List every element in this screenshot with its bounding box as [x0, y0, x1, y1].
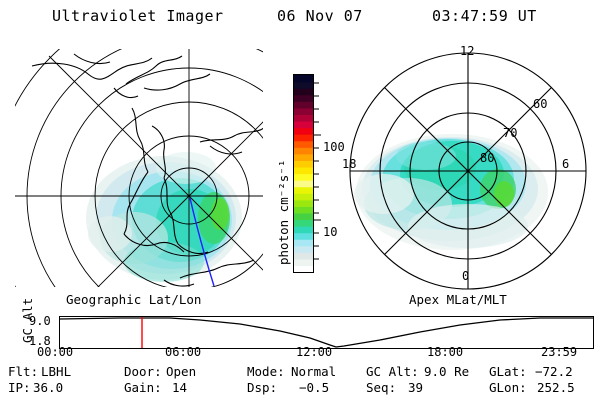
mlat-label-80: 80 — [480, 151, 495, 165]
terminator-line — [189, 197, 215, 287]
left-panel-title: Geographic Lat/Lon — [66, 292, 202, 307]
status-seq-value: 39 — [408, 380, 424, 395]
colorbar-gradient — [294, 75, 313, 273]
status-gain-label: Gain: — [124, 380, 162, 395]
aurora-emission-magnetic — [354, 134, 548, 250]
status-door-label: Door: — [124, 364, 162, 379]
colorbar-tick-10: 10 — [323, 225, 338, 239]
status-glon-label: GLon: — [489, 380, 527, 395]
mlat-label-70: 70 — [503, 126, 518, 140]
status-door-value: Open — [166, 364, 197, 379]
orbit-y-tick-min: 1.8 — [29, 334, 51, 348]
mlt-label-18: 18 — [342, 157, 357, 171]
colorbar-axis-label: photon cm⁻²s⁻¹ — [276, 159, 291, 265]
orbit-altitude-plot[interactable]: GC Alt 9.0 1.8 — [0, 298, 600, 355]
mlt-label-12: 12 — [460, 44, 475, 58]
observation-date: 06 Nov 07 — [277, 7, 363, 25]
status-bar: Flt: LBHL Door: Open Mode: Normal GC Alt… — [0, 364, 600, 400]
status-seq-label: Seq: — [366, 380, 397, 395]
geographic-image-panel[interactable] — [14, 48, 264, 288]
status-gcalt-value: 9.0 Re — [424, 364, 470, 379]
colorbar-ticks — [313, 82, 321, 260]
status-dsp-label: Dsp: — [247, 380, 278, 395]
status-flt-label: Flt: — [8, 364, 39, 379]
right-panel-title: Apex MLat/MLT — [409, 292, 507, 307]
status-mode-value: Normal — [291, 364, 337, 379]
altitude-trace — [59, 317, 593, 348]
coastline-overlay — [31, 53, 264, 287]
time-tick-1800: 18:00 — [427, 345, 464, 359]
status-dsp-value: −0.5 — [299, 380, 330, 395]
magnetic-dial-panel[interactable]: 12 18 6 0 60 70 80 — [342, 44, 600, 294]
orbit-y-tick-max: 9.0 — [29, 314, 51, 328]
observation-time: 03:47:59 UT — [432, 7, 537, 25]
status-mode-label: Mode: — [247, 364, 285, 379]
status-gcalt-label: GC Alt: — [366, 364, 419, 379]
colorbar-tick-100: 100 — [323, 140, 345, 154]
status-ip-label: IP: — [8, 380, 31, 395]
time-tick-0000: 00:00 — [37, 345, 74, 359]
mlt-label-6: 6 — [562, 157, 570, 171]
mlt-spokes — [350, 53, 586, 289]
time-tick-2359: 23:59 — [541, 345, 578, 359]
status-ip-value: 36.0 — [33, 380, 64, 395]
colorbar[interactable]: 100 10 photon cm⁻²s⁻¹ — [268, 50, 345, 290]
mlat-label-60: 60 — [533, 97, 548, 111]
status-glon-value: 252.5 — [537, 380, 575, 395]
time-tick-0600: 06:00 — [165, 345, 202, 359]
status-gain-value: 14 — [172, 380, 188, 395]
instrument-title: Ultraviolet Imager — [52, 7, 224, 25]
status-glat-value: −72.2 — [535, 364, 573, 379]
time-tick-1200: 12:00 — [296, 345, 333, 359]
status-flt-value: LBHL — [41, 364, 72, 379]
mlt-label-0: 0 — [462, 269, 470, 283]
status-glat-label: GLat: — [489, 364, 527, 379]
